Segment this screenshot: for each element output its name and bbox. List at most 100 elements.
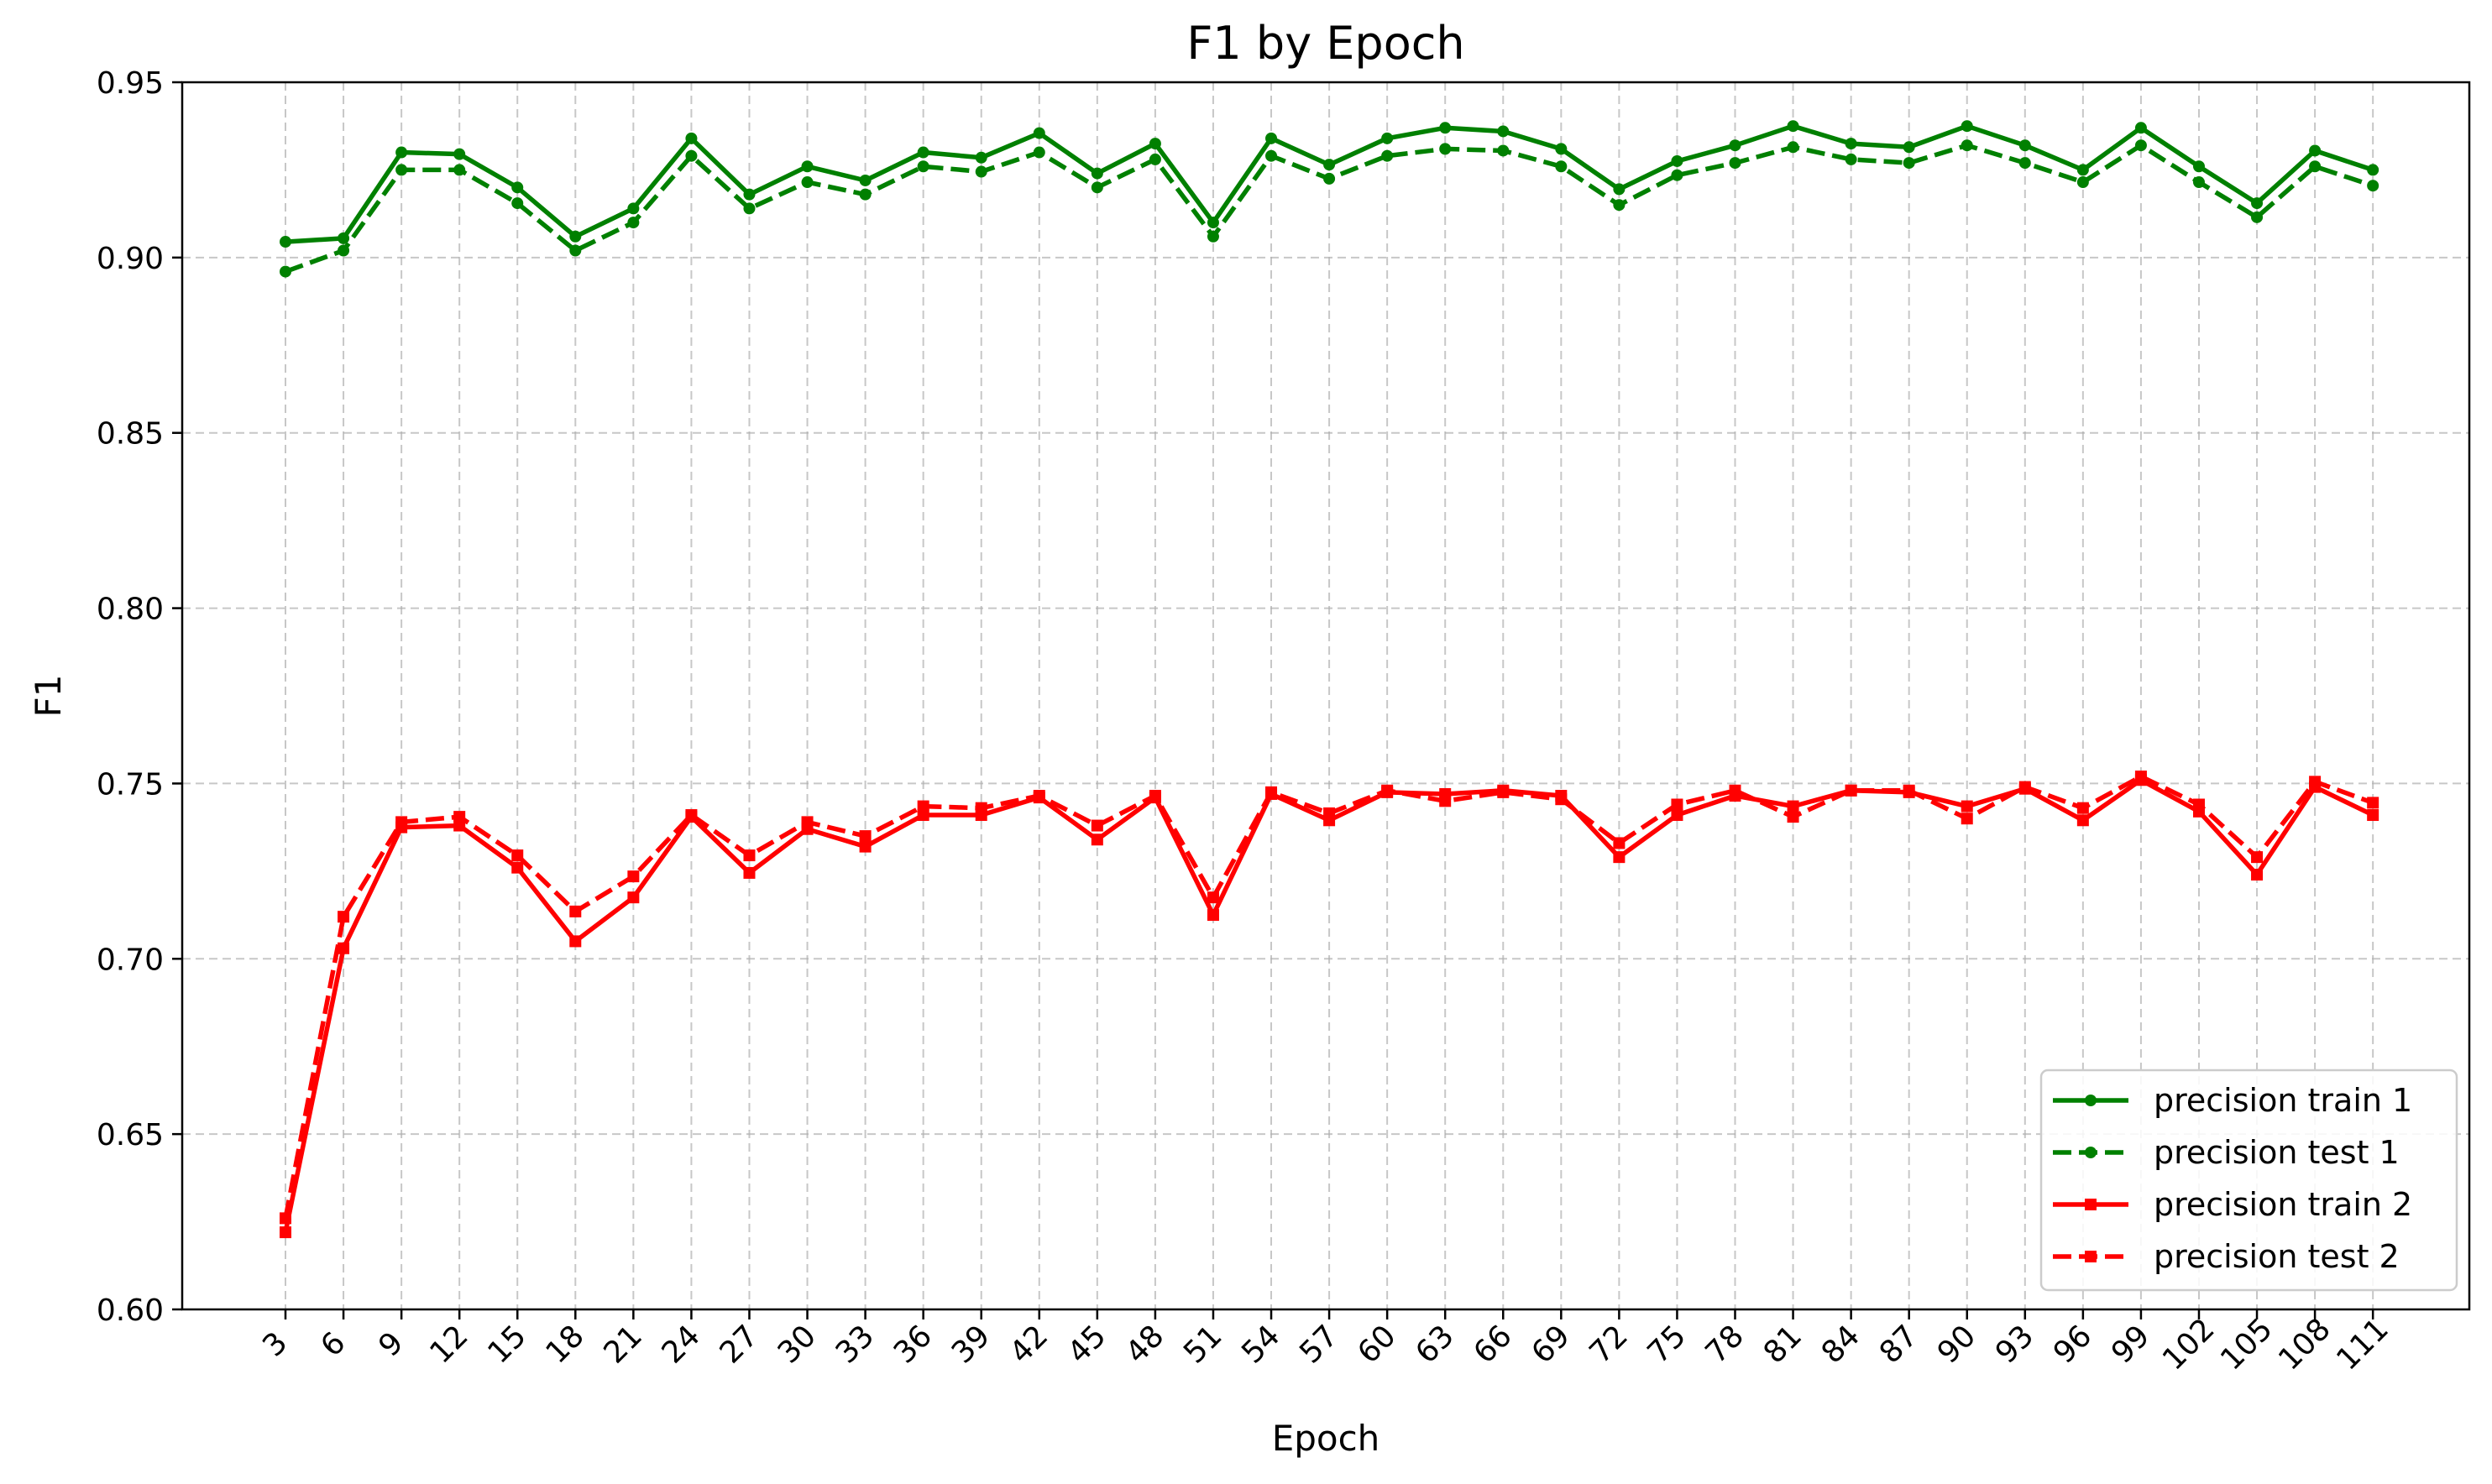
data-point (2251, 869, 2264, 881)
legend-marker (2085, 1095, 2097, 1106)
data-point (1149, 138, 1161, 150)
data-point (338, 244, 350, 257)
data-point (2367, 797, 2379, 809)
data-point (2192, 160, 2205, 173)
data-point (1845, 153, 1857, 165)
legend-item: precision train 2 (2053, 1186, 2412, 1223)
data-point (1323, 807, 1336, 819)
data-point (1439, 122, 1452, 134)
data-point (917, 800, 929, 813)
data-point (1091, 181, 1103, 194)
data-point (975, 151, 987, 164)
series-group (280, 120, 2379, 1239)
data-point (685, 132, 698, 144)
legend-label: precision train 1 (2154, 1082, 2412, 1119)
data-point (1439, 795, 1452, 807)
data-point (1787, 800, 1799, 813)
data-point (859, 830, 872, 843)
data-point (2367, 809, 2379, 822)
data-point (1961, 139, 1973, 152)
data-point (1903, 157, 1915, 170)
data-point (569, 905, 582, 917)
data-point (395, 146, 408, 159)
grid-lines (182, 81, 2469, 1310)
data-point (2076, 164, 2089, 176)
data-point (2192, 176, 2205, 189)
data-point (2076, 802, 2089, 814)
data-point (685, 149, 698, 162)
data-point (1381, 132, 1394, 144)
data-point (1729, 157, 1741, 170)
data-point (1207, 217, 1219, 229)
data-point (1903, 141, 1915, 154)
data-point (2134, 139, 2147, 152)
y-tick-label: 0.75 (97, 767, 164, 802)
data-point (1845, 138, 1857, 150)
data-point (453, 811, 466, 823)
data-point (743, 849, 756, 862)
data-point (1555, 160, 1568, 173)
y-tick-label: 0.70 (97, 943, 164, 977)
data-point (1265, 132, 1278, 144)
data-point (1091, 819, 1103, 832)
y-axis-ticks: 0.60 0.65 0.70 0.75 0.80 0.85 0.90 0.95 (97, 66, 182, 1328)
legend-item: precision test 1 (2053, 1134, 2400, 1171)
data-point (1729, 784, 1741, 797)
legend-label: precision train 2 (2154, 1186, 2412, 1223)
data-point (2134, 771, 2147, 783)
data-point (1845, 784, 1857, 797)
data-point (2018, 139, 2031, 152)
data-point (1207, 909, 1219, 922)
data-point (1613, 837, 1626, 849)
data-point (1033, 127, 1045, 139)
data-point (743, 188, 756, 201)
legend-marker (2085, 1147, 2097, 1158)
data-point (627, 217, 640, 229)
data-point (627, 891, 640, 904)
data-point (511, 181, 524, 194)
data-point (1149, 790, 1161, 802)
data-point (859, 174, 872, 186)
data-point (569, 230, 582, 243)
data-point (395, 164, 408, 176)
data-point (1961, 120, 1973, 133)
data-point (2309, 144, 2322, 157)
data-point (917, 160, 929, 173)
data-point (743, 202, 756, 215)
data-point (511, 861, 524, 874)
series-precision-test-1 (280, 139, 2379, 278)
data-point (859, 188, 872, 201)
data-point (1961, 813, 1973, 825)
data-point (453, 148, 466, 160)
data-point (1787, 141, 1799, 154)
data-point (1381, 784, 1394, 797)
data-point (859, 840, 872, 853)
data-point (280, 1212, 291, 1225)
data-point (975, 165, 987, 178)
legend-label: precision test 2 (2154, 1238, 2400, 1275)
data-point (1033, 146, 1045, 159)
data-point (1729, 139, 1741, 152)
data-point (2367, 164, 2379, 176)
data-point (801, 816, 814, 828)
y-tick-label: 0.85 (97, 417, 164, 452)
data-point (338, 942, 350, 954)
data-point (1149, 153, 1161, 165)
legend-box (2039, 1069, 2458, 1292)
data-point (1207, 230, 1219, 243)
data-point (2018, 781, 2031, 793)
data-point (1265, 149, 1278, 162)
y-tick-label: 0.95 (97, 66, 164, 101)
data-point (338, 911, 350, 923)
legend-marker (2085, 1251, 2097, 1262)
series-precision-test-2 (280, 771, 2379, 1225)
data-point (2251, 851, 2264, 864)
data-point (1787, 120, 1799, 133)
series-precision-train-1 (280, 120, 2379, 248)
data-point (1265, 786, 1278, 798)
data-point (569, 935, 582, 948)
data-point (1091, 833, 1103, 846)
data-point (975, 802, 987, 814)
legend-marker (2085, 1199, 2097, 1210)
